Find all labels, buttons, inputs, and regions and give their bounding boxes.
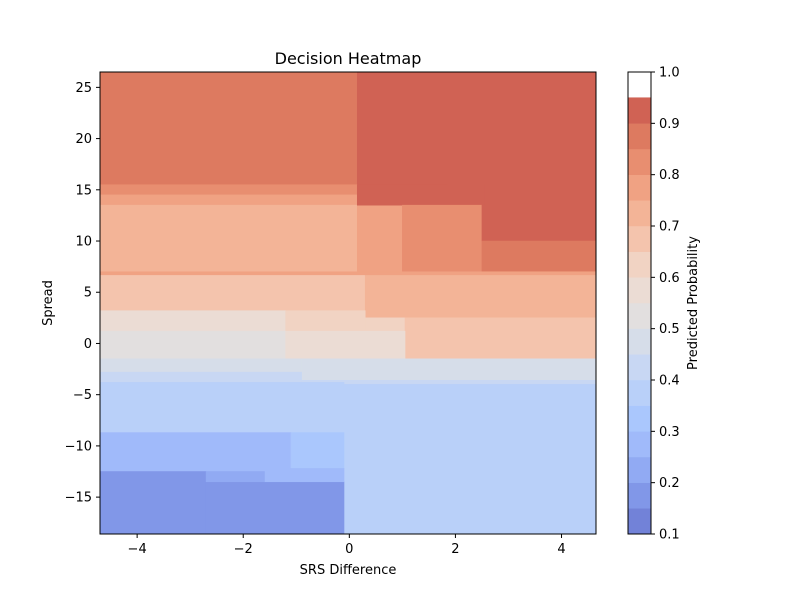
colorbar-band xyxy=(627,225,652,252)
heatmap-region xyxy=(99,432,292,472)
colorbar-tick-label: 0.6 xyxy=(659,271,680,286)
colorbar-tick-label: 0.5 xyxy=(659,322,680,337)
heatmap-region xyxy=(99,204,358,273)
heatmap-region xyxy=(99,371,302,383)
heatmap-region xyxy=(99,471,207,535)
y-tick-label: 20 xyxy=(75,132,92,147)
heatmap-region xyxy=(99,271,597,276)
colorbar-band xyxy=(627,148,652,175)
colorbar-band xyxy=(627,354,652,381)
colorbar-band xyxy=(627,431,652,458)
heatmap-region xyxy=(364,274,597,319)
colorbar-band xyxy=(627,251,652,278)
heatmap-region xyxy=(402,204,483,273)
colorbar-tick-label: 0.7 xyxy=(659,220,680,235)
heatmap-region xyxy=(99,184,358,196)
colorbar-band xyxy=(627,482,652,509)
heatmap-region xyxy=(481,204,597,242)
x-tick-label: −2 xyxy=(234,542,253,557)
x-tick-label: −4 xyxy=(128,542,147,557)
heatmap-region xyxy=(99,358,302,373)
colorbar-tick-label: 0.4 xyxy=(659,374,680,389)
colorbar-tick-label: 0.1 xyxy=(659,528,680,543)
x-tick-label: 0 xyxy=(345,542,353,557)
colorbar-band xyxy=(627,97,652,124)
y-tick-label: 0 xyxy=(84,337,92,352)
y-tick-label: 25 xyxy=(75,81,92,96)
heatmap-region xyxy=(356,184,485,206)
colorbar-tick-label: 0.8 xyxy=(659,168,680,183)
heatmap-region xyxy=(481,240,597,273)
heatmap-region xyxy=(99,71,358,185)
colorbar-band xyxy=(627,277,652,304)
colorbar-band xyxy=(627,456,652,483)
heatmap-region xyxy=(99,382,345,433)
heatmap-region xyxy=(290,432,345,469)
colorbar-band xyxy=(627,405,652,432)
plot-frame xyxy=(99,71,597,535)
heatmap-region xyxy=(99,194,358,206)
x-tick-label: 2 xyxy=(451,542,459,557)
x-axis-label: SRS Difference xyxy=(300,563,397,578)
y-tick-label: 10 xyxy=(75,235,92,250)
chart-title: Decision Heatmap xyxy=(275,49,422,68)
colorbar-tick-label: 0.3 xyxy=(659,425,680,440)
heatmap-region xyxy=(264,468,345,483)
y-tick-label: −10 xyxy=(65,439,92,454)
colorbar-band xyxy=(627,379,652,406)
x-tick-label: 4 xyxy=(557,542,565,557)
colorbar-band xyxy=(627,123,652,150)
colorbar-band xyxy=(627,302,652,329)
heatmap-region xyxy=(356,204,403,273)
heatmap-region xyxy=(99,330,286,360)
heatmap-region xyxy=(343,384,597,535)
colorbar-tick-label: 0.2 xyxy=(659,476,680,491)
colorbar-tick-label: 1.0 xyxy=(659,66,680,81)
x-axis: −4 −2 0 2 4 xyxy=(128,534,566,557)
heatmap-region xyxy=(404,317,597,360)
heatmap-region xyxy=(285,310,366,332)
y-axis: −15 −10 −5 0 5 10 15 20 25 xyxy=(65,81,100,506)
y-axis-label: Spread xyxy=(41,280,56,326)
colorbar-label: Predicted Probability xyxy=(686,236,701,370)
colorbar-band xyxy=(627,328,652,355)
heatmap-region xyxy=(99,274,366,311)
colorbar-tick-label: 0.9 xyxy=(659,117,680,132)
heatmap-region xyxy=(205,481,345,535)
heatmap-region xyxy=(356,71,448,185)
colorbar-frame xyxy=(627,71,652,535)
heatmap-region xyxy=(364,317,406,332)
y-tick-label: 5 xyxy=(84,286,92,301)
heatmap-region xyxy=(447,71,597,206)
colorbar-axis: 0.1 0.2 0.3 0.4 0.5 0.6 0.7 0.8 0.9 1.0 xyxy=(651,66,680,543)
heatmap-region xyxy=(205,471,265,483)
heatmap-region xyxy=(99,310,286,332)
y-tick-label: −15 xyxy=(65,491,92,506)
colorbar xyxy=(627,97,652,535)
heatmap-region xyxy=(285,330,406,360)
colorbar-band xyxy=(627,174,652,201)
y-tick-label: −5 xyxy=(73,388,92,403)
heatmap-regions xyxy=(99,71,597,535)
colorbar-band xyxy=(627,508,652,535)
y-tick-label: 15 xyxy=(75,183,92,198)
heatmap-region xyxy=(301,380,597,385)
colorbar-band xyxy=(627,200,652,227)
